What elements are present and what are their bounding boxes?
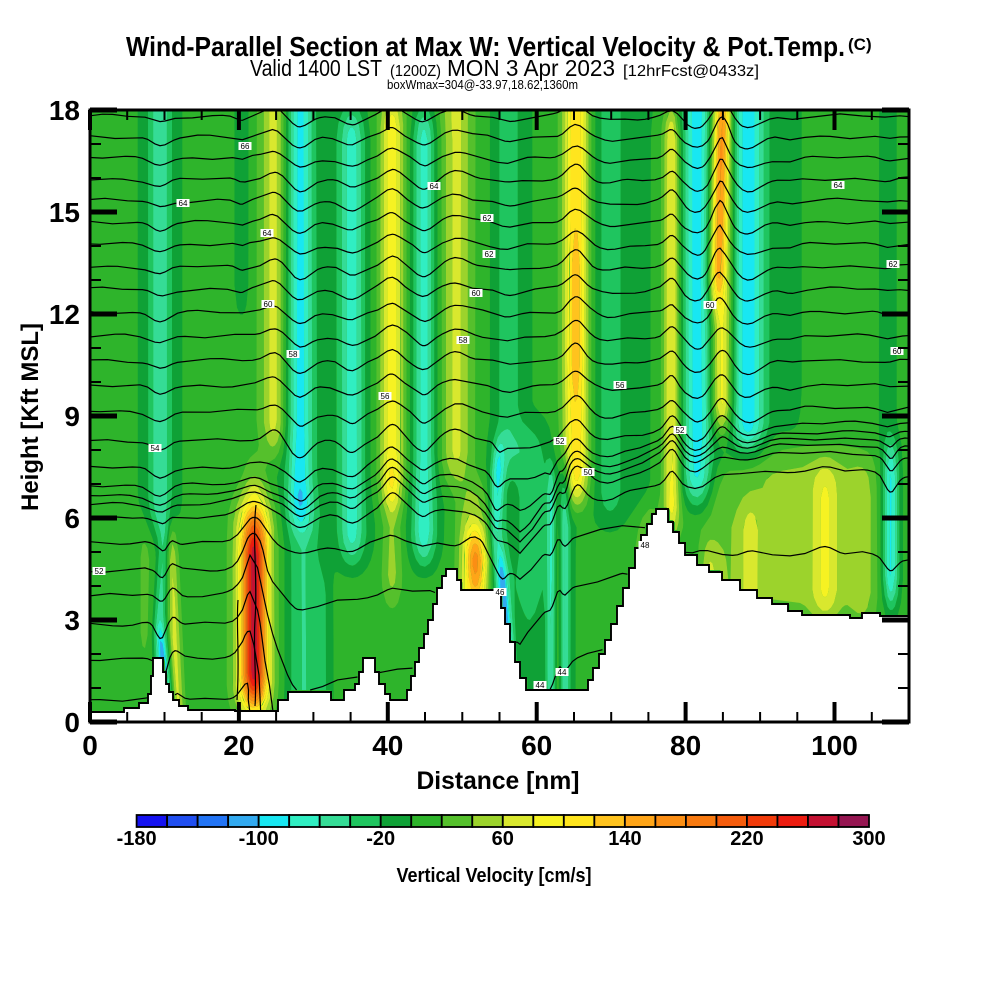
svg-text:50: 50	[584, 468, 593, 477]
svg-text:0: 0	[82, 730, 98, 761]
svg-text:3: 3	[64, 605, 80, 636]
svg-text:6: 6	[64, 503, 80, 534]
svg-text:56: 56	[616, 381, 625, 390]
svg-text:62: 62	[485, 250, 494, 259]
svg-text:60: 60	[264, 300, 273, 309]
svg-text:66: 66	[241, 142, 250, 151]
svg-text:44: 44	[558, 668, 567, 677]
svg-text:52: 52	[676, 426, 685, 435]
svg-text:[12hrFcst@0433z]: [12hrFcst@0433z]	[623, 63, 759, 80]
svg-text:60: 60	[472, 289, 481, 298]
svg-text:80: 80	[670, 730, 701, 761]
svg-text:0: 0	[64, 707, 80, 738]
svg-text:(C): (C)	[848, 35, 872, 54]
svg-text:62: 62	[483, 214, 492, 223]
svg-text:64: 64	[430, 182, 439, 191]
svg-text:62: 62	[889, 260, 898, 269]
svg-text:48: 48	[641, 541, 650, 550]
svg-text:100: 100	[811, 730, 858, 761]
svg-text:140: 140	[608, 828, 641, 850]
svg-text:9: 9	[64, 401, 80, 432]
svg-text:54: 54	[151, 444, 160, 453]
svg-text:-20: -20	[366, 828, 395, 850]
svg-text:44: 44	[536, 681, 545, 690]
svg-text:MON 3 Apr 2023: MON 3 Apr 2023	[447, 55, 615, 81]
svg-text:18: 18	[49, 95, 80, 126]
svg-text:300: 300	[852, 828, 885, 850]
svg-text:Wind-Parallel Section at Max W: Wind-Parallel Section at Max W: Vertical…	[126, 31, 845, 62]
svg-text:Vertical Velocity [cm/s]: Vertical Velocity [cm/s]	[397, 865, 592, 887]
svg-text:58: 58	[289, 350, 298, 359]
svg-text:220: 220	[730, 828, 763, 850]
svg-text:Distance [nm]: Distance [nm]	[417, 767, 580, 795]
svg-text:Height [Kft MSL]: Height [Kft MSL]	[17, 323, 44, 511]
svg-text:52: 52	[95, 567, 104, 576]
svg-text:boxWmax=304@-33.97,18.62,1360m: boxWmax=304@-33.97,18.62,1360m	[387, 78, 578, 92]
svg-text:56: 56	[381, 392, 390, 401]
svg-text:60: 60	[893, 347, 902, 356]
svg-text:60: 60	[706, 301, 715, 310]
svg-text:40: 40	[372, 730, 403, 761]
svg-text:-180: -180	[117, 828, 157, 850]
svg-text:64: 64	[263, 229, 272, 238]
svg-text:58: 58	[459, 336, 468, 345]
svg-text:15: 15	[49, 197, 80, 228]
svg-text:-100: -100	[239, 828, 279, 850]
svg-text:60: 60	[492, 828, 514, 850]
svg-text:46: 46	[496, 588, 505, 597]
svg-text:64: 64	[179, 199, 188, 208]
svg-text:60: 60	[521, 730, 552, 761]
svg-text:(1200Z): (1200Z)	[390, 63, 441, 80]
svg-text:20: 20	[223, 730, 254, 761]
svg-text:52: 52	[556, 437, 565, 446]
svg-text:64: 64	[834, 181, 843, 190]
svg-text:Valid 1400 LST: Valid 1400 LST	[250, 55, 382, 81]
svg-text:12: 12	[49, 299, 80, 330]
